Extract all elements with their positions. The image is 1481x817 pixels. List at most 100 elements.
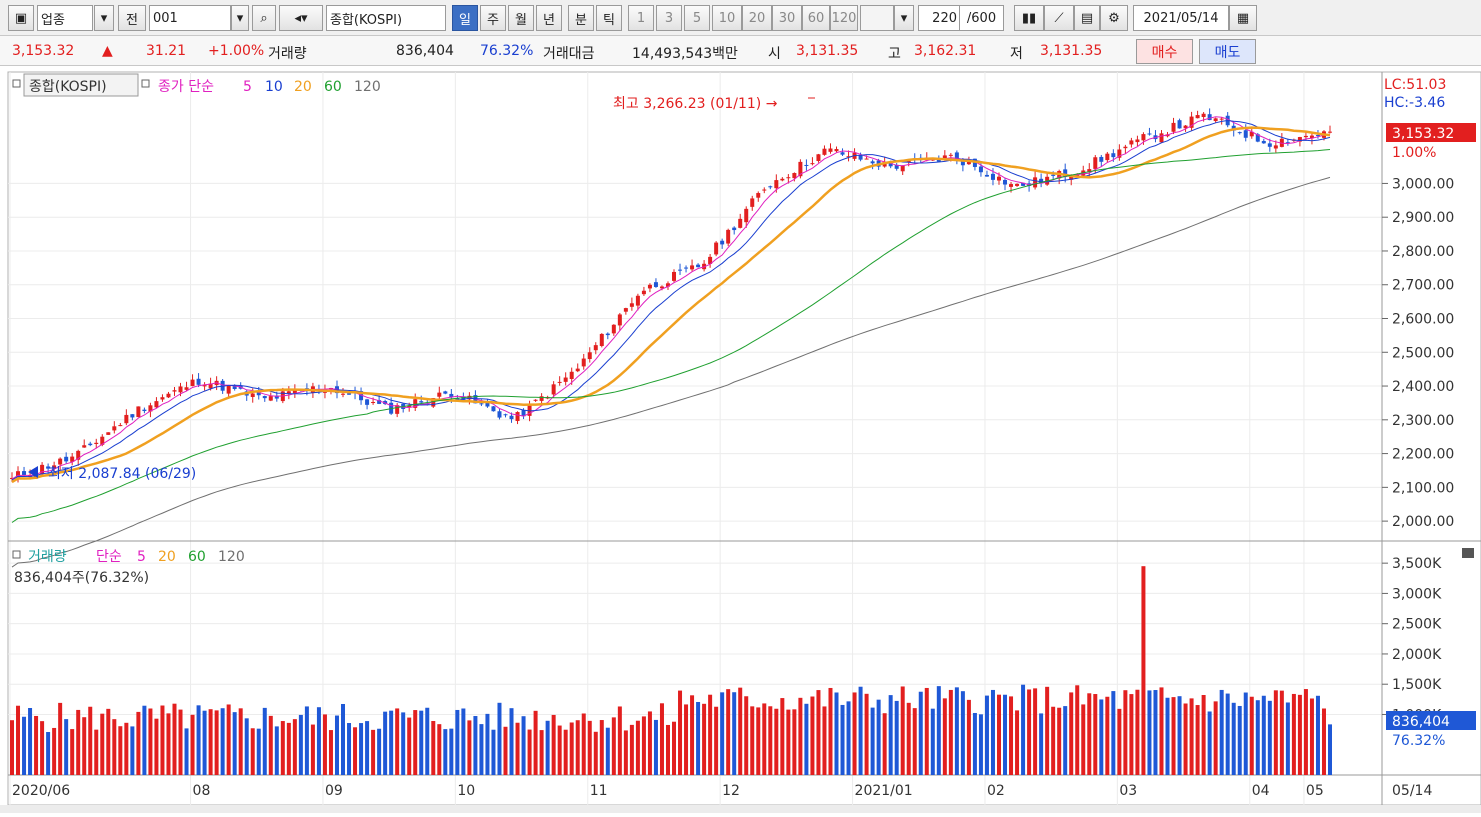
code-input[interactable]: 001: [149, 5, 231, 31]
volume-bar: [1063, 706, 1068, 775]
candle-body: [684, 267, 689, 269]
line-tool-icon[interactable]: ⟋: [1044, 5, 1074, 31]
volume-bar: [383, 711, 388, 775]
gear-icon[interactable]: ⚙: [1100, 5, 1128, 31]
volume-bar: [966, 699, 971, 775]
interval-30[interactable]: 30: [772, 5, 802, 31]
calendar-icon[interactable]: ▦: [1229, 5, 1257, 31]
volume-bar: [274, 726, 279, 775]
volume-bar: [569, 722, 574, 775]
volume-bar: [443, 729, 448, 775]
candle-body: [948, 154, 953, 156]
save-icon[interactable]: ▤: [1074, 5, 1100, 31]
price-axis: 3,000.00 2,900.00 2,800.00 2,700.00 2,600.00…: [1382, 176, 1454, 530]
tab-period-minute[interactable]: 분: [568, 5, 594, 31]
candle-body: [635, 295, 640, 306]
candle-body: [1309, 135, 1314, 139]
volume-bar: [208, 709, 213, 775]
market-type-select[interactable]: 업종: [37, 5, 93, 31]
volume-bar: [647, 711, 652, 775]
interval-custom-input[interactable]: [860, 5, 894, 31]
volume-bar: [1003, 694, 1008, 775]
volume-bar: [148, 708, 153, 775]
candle-body: [22, 471, 27, 476]
count-input[interactable]: 220: [918, 5, 960, 31]
legend-name-box[interactable]: [23, 73, 139, 97]
legend-ma20: 20: [294, 79, 312, 95]
volume-bar: [268, 715, 273, 775]
chevron-down-icon[interactable]: ▾: [231, 5, 249, 31]
volume-bar: [46, 732, 51, 775]
scrollbar[interactable]: [0, 805, 1481, 813]
volume-bar: [70, 729, 75, 775]
interval-60[interactable]: 60: [802, 5, 830, 31]
sell-button[interactable]: 매도: [1199, 39, 1256, 64]
candle-body: [178, 386, 183, 393]
candle-body: [810, 163, 815, 165]
candle-body: [1069, 175, 1074, 180]
volume-bar: [34, 715, 39, 775]
legend-ma5: 5: [243, 79, 252, 95]
candle-body: [70, 456, 75, 462]
volume-bar: [1279, 690, 1284, 775]
volume-bar: [473, 716, 478, 775]
interval-3[interactable]: 3: [656, 5, 682, 31]
low-value: 3,131.35: [1040, 43, 1103, 59]
panel-close-icon[interactable]: [1462, 548, 1474, 558]
candle-body: [58, 458, 63, 465]
chart-area[interactable]: 3,000.00 2,900.00 2,800.00 2,700.00 2,600.00…: [0, 68, 1481, 813]
volume-tick-label: 3,000K: [1392, 586, 1442, 602]
tab-period-tick[interactable]: 틱: [596, 5, 622, 31]
legend-box-icon: [12, 550, 21, 559]
volume-bar: [894, 700, 899, 775]
volume-bar: [1009, 696, 1014, 775]
candle-body: [732, 227, 737, 231]
chart-menu-icon[interactable]: ▣: [8, 5, 34, 31]
interval-5[interactable]: 5: [684, 5, 710, 31]
volume-bar: [1328, 724, 1332, 775]
tab-period-year[interactable]: 년: [536, 5, 562, 31]
candle-body: [641, 290, 646, 295]
buy-button[interactable]: 매수: [1136, 39, 1193, 64]
volume-bar: [774, 708, 779, 775]
volume-bar: [190, 714, 195, 775]
volume-bar: [1309, 698, 1314, 775]
date-input[interactable]: 2021/05/14: [1133, 5, 1229, 31]
search-icon[interactable]: ⌕: [252, 5, 276, 31]
candle-body: [1141, 134, 1146, 141]
candle-body: [52, 465, 57, 468]
volume-bar: [1159, 687, 1164, 775]
interval-20[interactable]: 20: [742, 5, 772, 31]
high-value: 3,162.31: [914, 43, 977, 59]
volume-bar: [533, 710, 538, 775]
count-total-label: /600: [960, 5, 1004, 31]
volume-bar: [365, 721, 370, 775]
tab-period-month[interactable]: 월: [508, 5, 534, 31]
candle-body: [1093, 157, 1098, 169]
candle-body: [846, 156, 851, 158]
candle-body: [274, 395, 279, 399]
volume-bar: [1213, 701, 1218, 775]
ma20-line: [11, 126, 1331, 484]
volume-bar: [563, 729, 568, 775]
volume-bar: [1087, 693, 1092, 775]
candle-body: [521, 410, 526, 417]
volume-bar: [1201, 695, 1206, 775]
candle-body: [1111, 153, 1116, 158]
candle-body: [1039, 178, 1044, 184]
date-label: 02: [987, 783, 1005, 799]
prev-button[interactable]: 전: [118, 5, 146, 31]
volume-bar: [262, 707, 267, 775]
interval-120[interactable]: 120: [830, 5, 858, 31]
interval-10[interactable]: 10: [712, 5, 742, 31]
candle-body: [696, 264, 701, 268]
current-price: 3,153.32: [12, 43, 75, 59]
chevron-down-icon[interactable]: ▾: [94, 5, 114, 31]
candle-body: [419, 401, 424, 403]
interval-1[interactable]: 1: [628, 5, 654, 31]
tab-period-day[interactable]: 일: [452, 5, 478, 31]
candle-type-icon[interactable]: ▮▮: [1014, 5, 1044, 31]
tab-period-week[interactable]: 주: [480, 5, 506, 31]
chevron-down-icon[interactable]: ▾: [894, 5, 914, 31]
speaker-icon[interactable]: ◂▾: [279, 5, 323, 31]
